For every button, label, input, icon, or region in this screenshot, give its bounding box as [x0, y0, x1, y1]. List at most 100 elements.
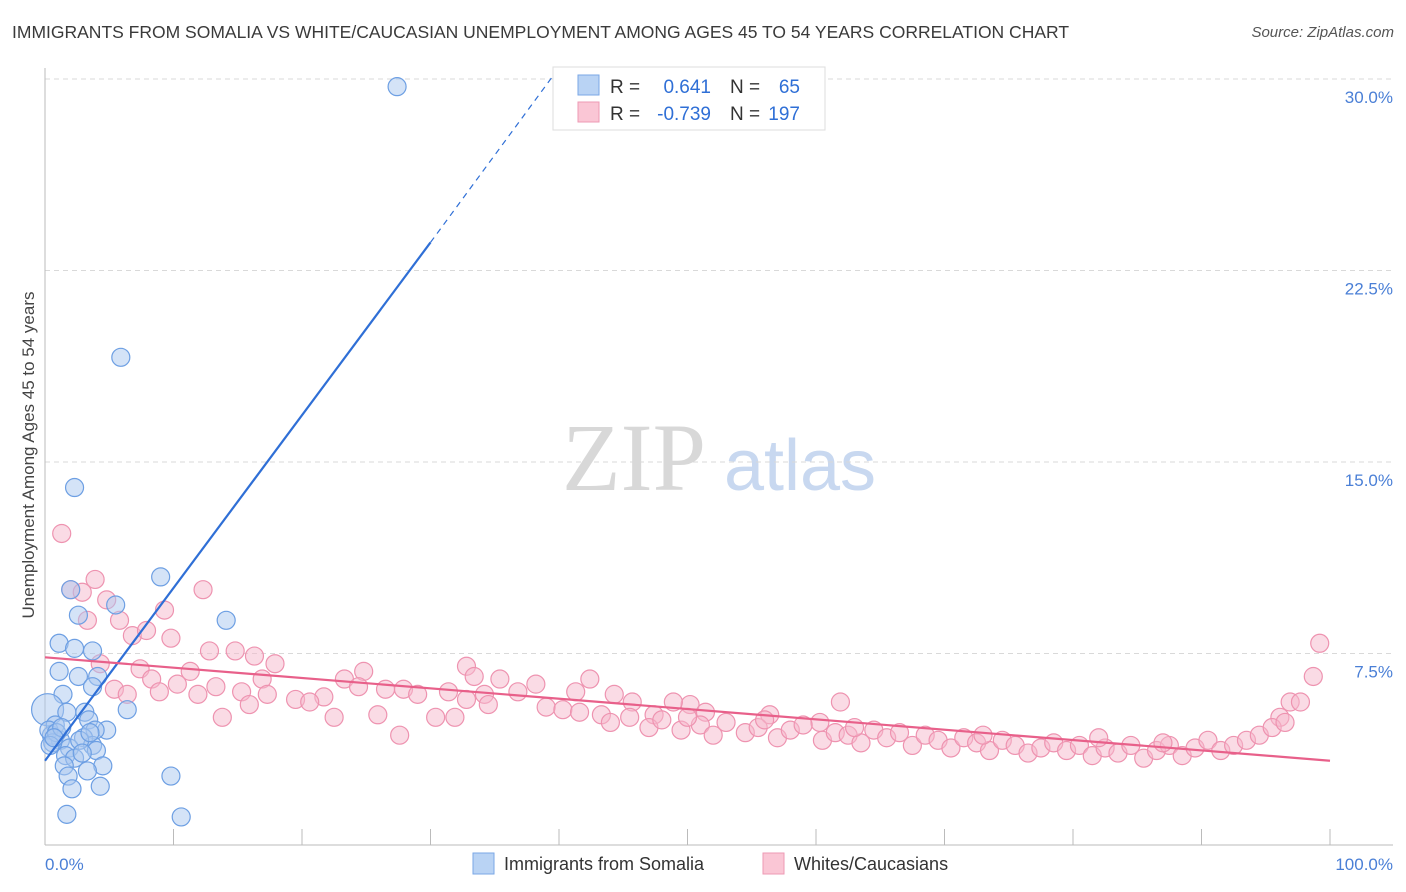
whites-point	[212, 707, 232, 727]
whites-point	[167, 674, 187, 694]
whites-point	[536, 697, 556, 717]
somalia-point	[64, 638, 85, 658]
legend-r-label: R =	[610, 104, 640, 125]
whites-point	[324, 707, 344, 727]
whites-point	[206, 677, 226, 697]
whites-point	[600, 712, 621, 733]
somalia-trendline-extension	[430, 76, 554, 243]
legend-n-label: N =	[730, 77, 760, 98]
whites-point	[199, 641, 220, 661]
y-tick-label: 7.5%	[1354, 663, 1393, 682]
chart-title: IMMIGRANTS FROM SOMALIA VS WHITE/CAUCASI…	[12, 22, 1070, 42]
legend-swatch-pink	[577, 101, 600, 123]
whites-point	[445, 707, 465, 727]
whites-point	[604, 684, 624, 704]
whites-point	[136, 620, 157, 641]
whites-point	[830, 692, 851, 712]
whites-point	[1089, 728, 1109, 748]
whites-point	[85, 569, 105, 590]
x-tick-label-min: 0.0%	[45, 855, 84, 874]
whites-point	[941, 738, 961, 758]
whites-point	[244, 646, 265, 666]
legend-swatch-whites	[762, 852, 785, 875]
whites-point	[193, 580, 213, 600]
somalia-point	[171, 807, 191, 827]
whites-point	[580, 669, 600, 689]
whites-point	[368, 705, 388, 725]
whites-point	[300, 692, 320, 712]
whites-point	[464, 666, 484, 687]
legend-r-value: -0.739	[657, 104, 711, 125]
whites-point	[265, 654, 285, 674]
somalia-point	[106, 595, 126, 615]
whites-point	[490, 669, 510, 689]
y-tick-label: 22.5%	[1345, 280, 1393, 299]
whites-point	[620, 707, 640, 727]
whites-point	[239, 694, 259, 715]
somalia-point	[77, 761, 98, 781]
whites-point	[180, 661, 200, 681]
watermark-atlas: atlas	[724, 426, 876, 506]
somalia-point	[64, 477, 85, 498]
legend-swatch-somalia	[472, 852, 495, 875]
whites-point	[1153, 733, 1173, 753]
whites-point	[1290, 692, 1311, 712]
whites-point	[716, 712, 736, 733]
y-tick-label: 30.0%	[1345, 88, 1393, 107]
y-tick-labels: 7.5% 15.0% 22.5% 30.0%	[1345, 88, 1393, 682]
whites-trendline	[44, 656, 1331, 762]
somalia-point	[80, 723, 100, 743]
whites-point	[149, 682, 169, 702]
whites-point	[257, 684, 277, 704]
whites-point	[902, 735, 922, 756]
series-somalia-points	[30, 77, 407, 827]
bottom-legend: Immigrants from Somalia Whites/Caucasian…	[472, 852, 948, 875]
whites-point	[456, 689, 477, 710]
somalia-point	[44, 728, 64, 748]
somalia-point	[82, 641, 103, 661]
legend-n-value: 197	[768, 104, 800, 125]
series-whites-points	[52, 523, 1330, 768]
whites-point	[52, 523, 72, 544]
legend-label-somalia: Immigrants from Somalia	[504, 854, 705, 874]
watermark: ZIP	[562, 404, 706, 511]
whites-point	[348, 677, 369, 697]
whites-point	[478, 694, 498, 715]
whites-point	[1275, 712, 1295, 733]
whites-point	[703, 725, 723, 745]
somalia-point	[90, 776, 110, 796]
gridlines	[45, 78, 1393, 654]
somalia-point	[216, 610, 236, 630]
whites-point	[793, 715, 813, 735]
whites-point	[973, 725, 993, 745]
whites-point	[188, 684, 208, 704]
whites-point	[754, 710, 775, 730]
source-credit: Source: ZipAtlas.com	[1251, 24, 1394, 41]
somalia-point	[68, 666, 89, 687]
somalia-point	[117, 700, 137, 720]
whites-point	[566, 682, 586, 702]
somalia-point	[161, 766, 181, 786]
somalia-point	[387, 77, 407, 97]
legend-swatch-blue	[577, 74, 600, 96]
whites-point	[375, 679, 396, 699]
whites-point	[225, 641, 245, 661]
trendlines	[44, 76, 1331, 762]
whites-point	[889, 723, 910, 743]
whites-point	[553, 700, 573, 720]
whites-point	[161, 628, 181, 648]
y-tick-label: 15.0%	[1345, 471, 1393, 490]
whites-point	[1303, 666, 1323, 687]
somalia-point	[57, 804, 77, 824]
somalia-point	[62, 779, 82, 799]
whites-point	[1198, 730, 1218, 750]
legend-label-whites: Whites/Caucasians	[794, 854, 948, 874]
x-tick-label-max: 100.0%	[1335, 855, 1393, 874]
whites-point	[390, 725, 410, 745]
legend-r-value: 0.641	[663, 77, 711, 98]
legend-n-label: N =	[730, 104, 760, 125]
legend-n-value: 65	[779, 77, 800, 98]
whites-point	[652, 710, 672, 730]
whites-point	[508, 682, 528, 702]
